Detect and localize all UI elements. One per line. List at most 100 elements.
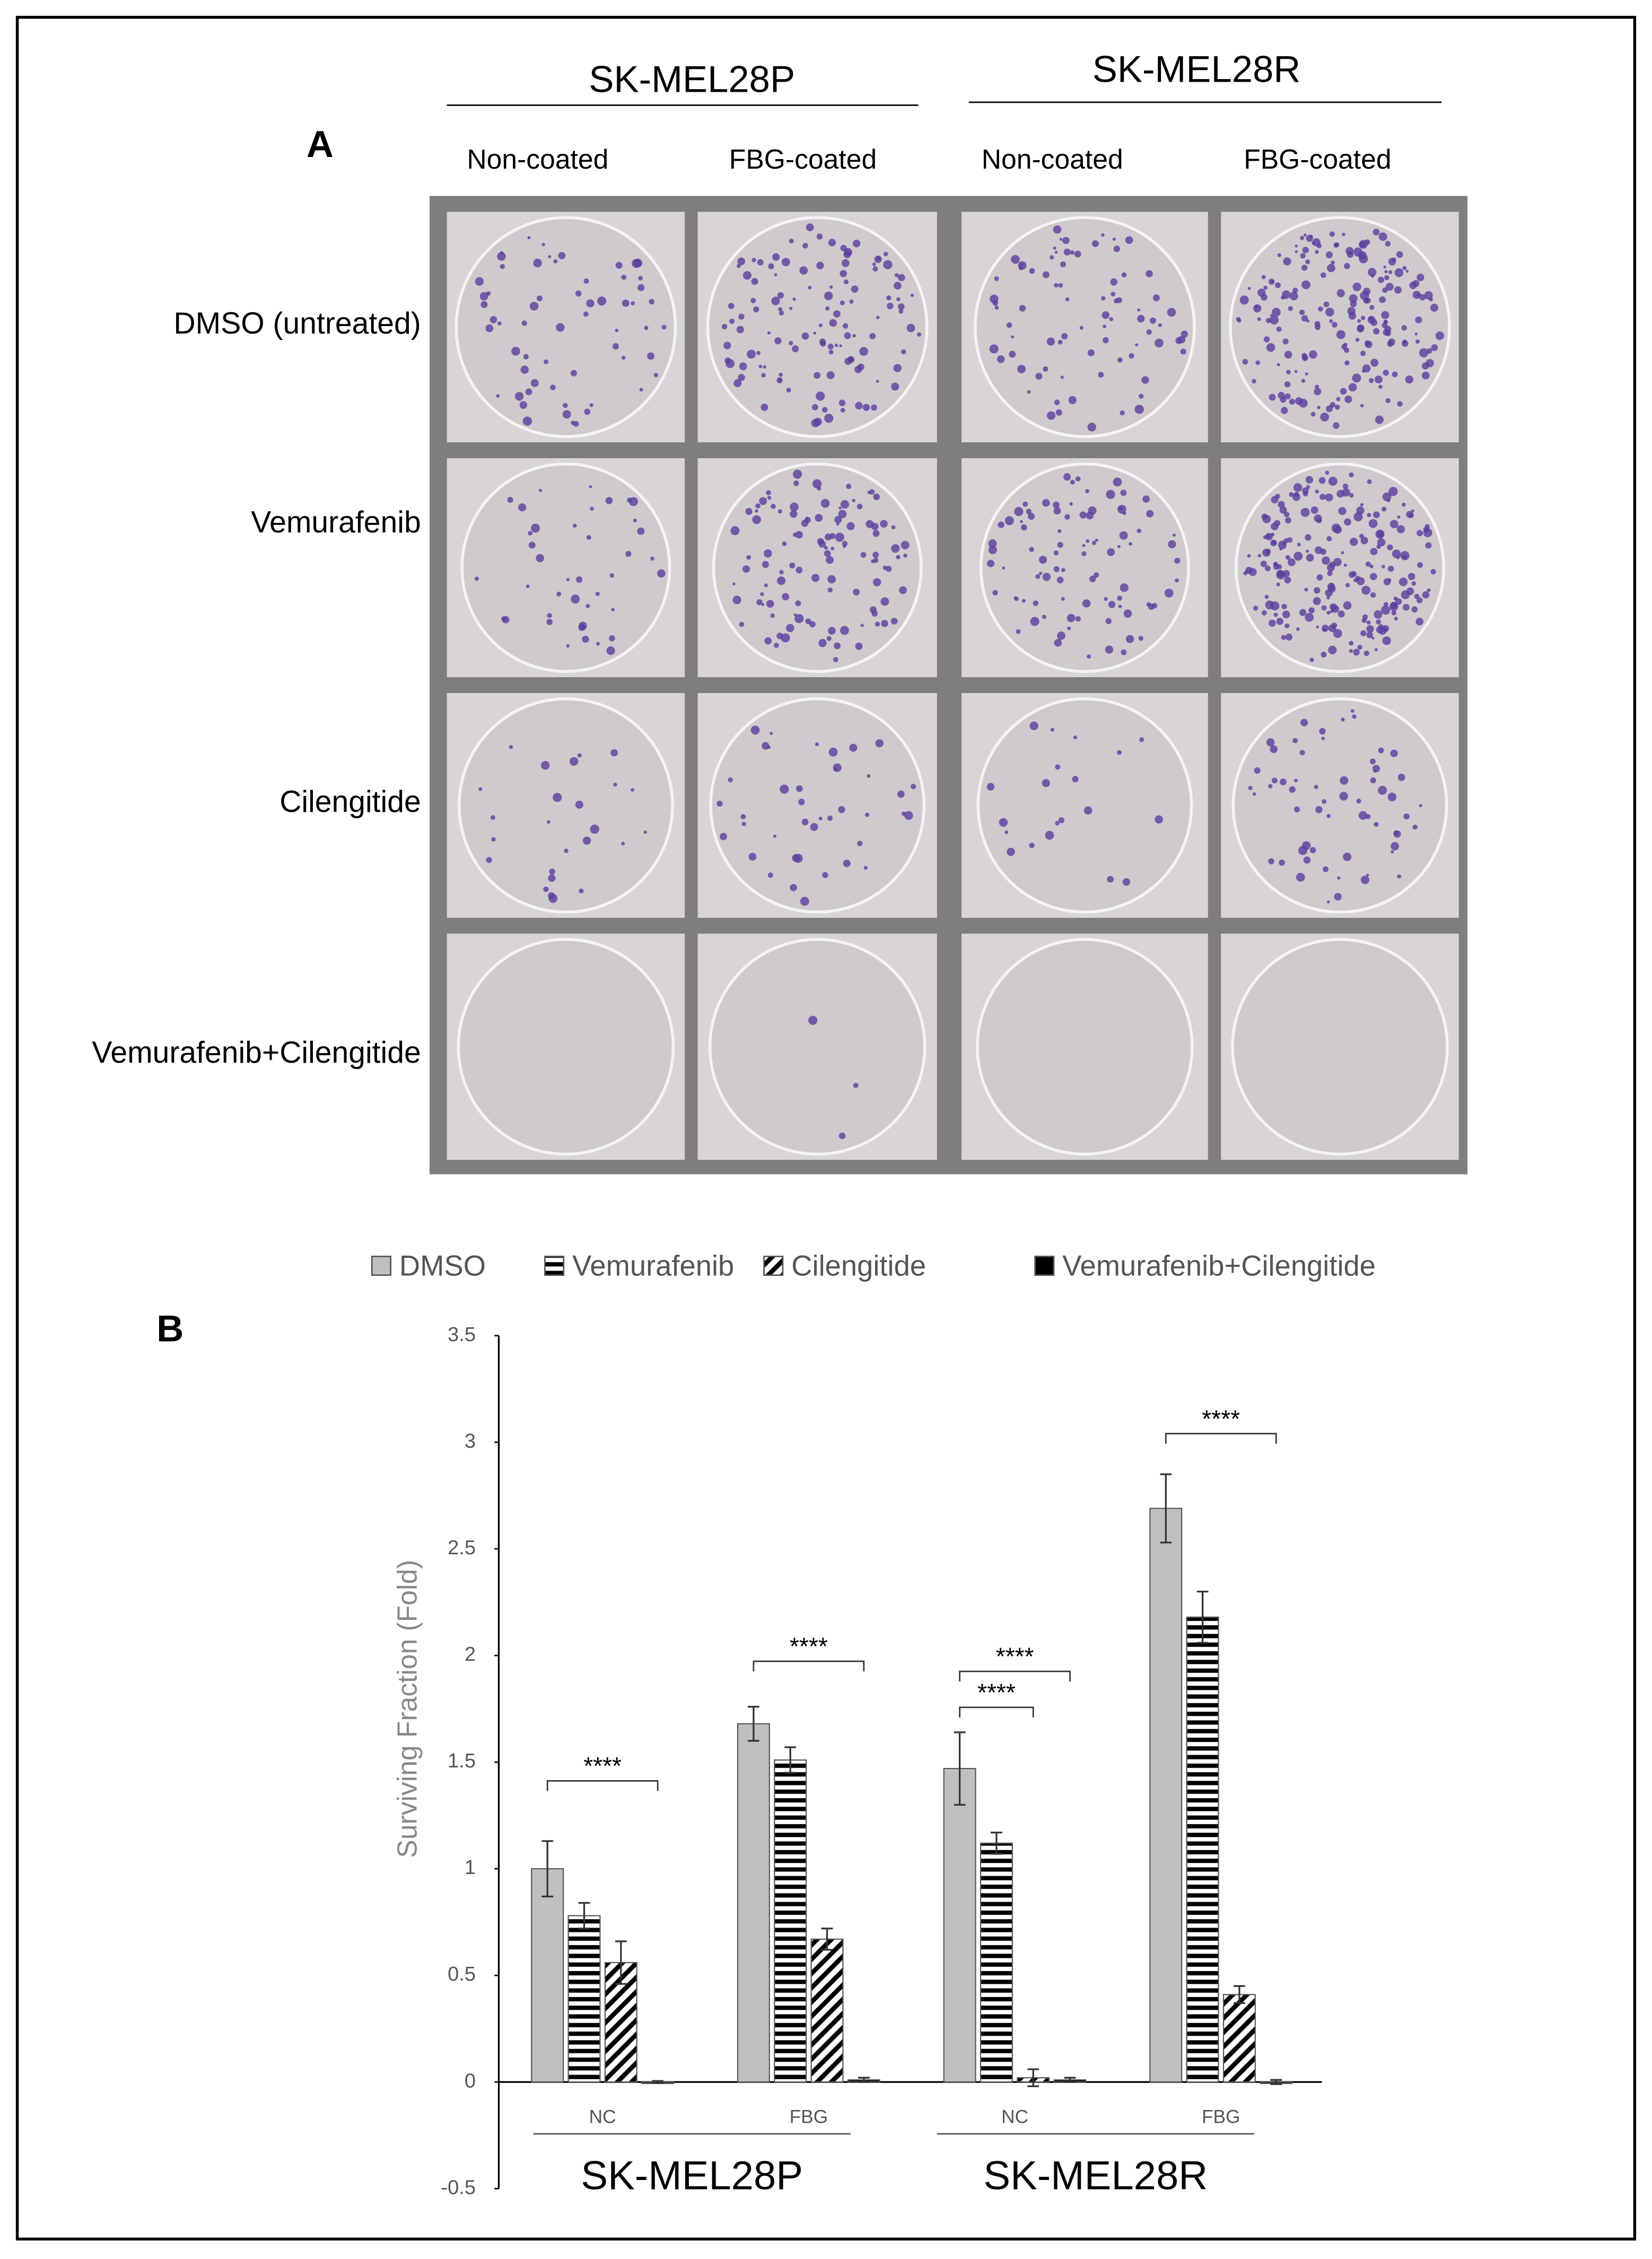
colony <box>1087 349 1095 356</box>
colony <box>1103 337 1109 344</box>
colony <box>1053 550 1059 556</box>
error-bar <box>858 2077 870 2083</box>
colony <box>1412 291 1421 299</box>
colony <box>771 296 780 305</box>
bar <box>1149 1508 1183 2083</box>
colony <box>789 307 793 310</box>
colony <box>842 541 848 547</box>
colony <box>821 407 828 413</box>
colony <box>585 604 590 608</box>
colony <box>834 642 841 650</box>
colony <box>896 297 901 302</box>
colony <box>994 276 999 281</box>
colony <box>1301 280 1311 290</box>
colony <box>1017 364 1026 373</box>
colony <box>796 566 803 574</box>
colony <box>899 586 907 594</box>
colony <box>869 606 877 614</box>
colony <box>906 323 915 332</box>
colony <box>1029 547 1034 552</box>
colony <box>1247 287 1251 290</box>
colony <box>563 402 568 408</box>
colony <box>575 800 583 809</box>
colony <box>855 642 863 650</box>
colony <box>1393 830 1401 838</box>
colony <box>1063 473 1071 481</box>
colony <box>1277 253 1281 257</box>
colony <box>1086 539 1090 543</box>
colony <box>723 342 731 349</box>
colony <box>1304 588 1308 592</box>
colony <box>1299 399 1308 408</box>
colony <box>1087 423 1096 432</box>
colony <box>824 291 833 301</box>
colony <box>609 573 614 578</box>
colony <box>716 800 723 807</box>
colony <box>809 621 816 628</box>
error-bar <box>1027 2068 1039 2087</box>
colony <box>789 562 796 568</box>
colony <box>764 549 772 558</box>
colony <box>1430 569 1436 575</box>
colony <box>986 783 995 791</box>
colony <box>521 320 527 326</box>
colony <box>1386 498 1391 503</box>
dish <box>1229 216 1451 439</box>
colony <box>586 535 591 540</box>
column-label: FBG-coated <box>729 144 877 174</box>
colony <box>1294 806 1300 812</box>
error-bar <box>954 1731 966 1806</box>
colony <box>1315 250 1319 254</box>
colony <box>1282 610 1290 618</box>
dish <box>454 216 677 439</box>
colony <box>1348 571 1356 578</box>
colony <box>631 788 634 792</box>
colony <box>1310 411 1316 417</box>
colony <box>657 569 666 578</box>
colony <box>768 263 774 269</box>
colony <box>1295 244 1298 248</box>
colony <box>840 270 847 277</box>
colony <box>755 503 761 509</box>
colony <box>1276 326 1282 332</box>
colony <box>556 591 562 597</box>
colony <box>1252 792 1256 796</box>
colony <box>1146 510 1154 518</box>
colony <box>1271 777 1278 784</box>
colony <box>840 500 850 509</box>
colony <box>1391 850 1394 854</box>
colony <box>1334 405 1340 410</box>
colony <box>751 278 758 285</box>
colony <box>827 343 834 350</box>
colony <box>1255 360 1261 365</box>
colony <box>1091 240 1099 247</box>
colony <box>1035 574 1041 579</box>
colony <box>1284 623 1290 628</box>
row-label: DMSO (untreated) <box>173 307 421 340</box>
colony <box>1053 507 1061 515</box>
colony <box>480 301 488 308</box>
colony <box>1365 297 1371 304</box>
colony <box>1336 489 1344 498</box>
colony <box>1069 502 1073 506</box>
colony <box>1326 596 1330 600</box>
colony <box>1321 651 1327 658</box>
colony <box>1009 351 1016 358</box>
colony <box>1275 494 1280 499</box>
colony <box>818 639 827 647</box>
colony <box>750 725 760 735</box>
colony <box>987 559 995 567</box>
colony <box>1360 316 1366 320</box>
colony <box>1058 283 1063 288</box>
colony <box>1104 597 1108 601</box>
colony <box>1301 841 1311 850</box>
colony <box>1378 785 1387 795</box>
colony <box>1417 530 1423 537</box>
significance-label: **** <box>977 1679 1016 1706</box>
error-bar <box>821 1928 833 1951</box>
colony <box>829 319 837 327</box>
colony <box>883 251 888 257</box>
colony <box>867 491 871 494</box>
colony <box>871 522 879 530</box>
colony <box>1309 847 1316 853</box>
